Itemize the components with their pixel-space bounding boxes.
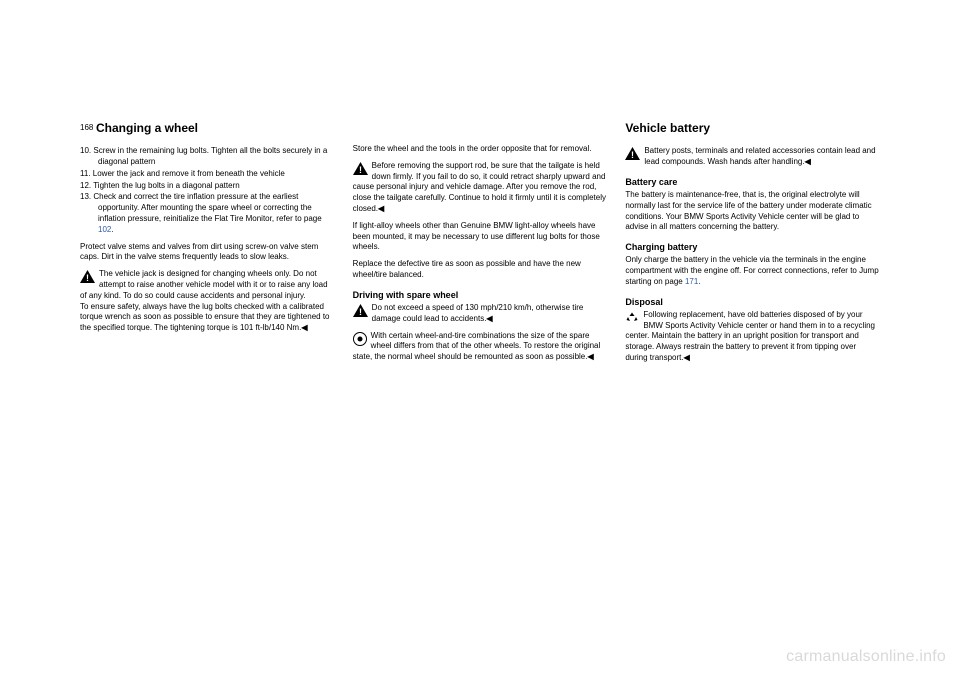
column-3: Vehicle battery ! Battery posts, termina… [625,120,880,370]
svg-text:!: ! [631,150,634,160]
steps-list: 10. Screw in the remaining lug bolts. Ti… [80,146,335,235]
end-mark: ◀ [684,353,690,362]
support-rod-warning: ! Before removing the support rod, be su… [353,161,608,215]
replace-tire-note: Replace the defective tire as soon as po… [353,259,608,281]
page-content: Changing a wheel 10. Screw in the remain… [0,0,960,410]
battery-care-heading: Battery care [625,176,880,188]
charging-battery-text: Only charge the battery in the vehicle v… [625,255,880,287]
end-mark: ◀ [378,204,384,213]
step-12: 12. Tighten the lug bolts in a diagonal … [80,181,335,192]
end-mark: ◀ [486,314,492,323]
disposal-heading: Disposal [625,296,880,308]
warning-icon: ! [353,162,368,175]
svg-text:!: ! [359,165,362,175]
end-mark: ◀ [587,352,593,361]
end-mark: ◀ [805,157,811,166]
page-link-171: 171 [685,277,698,286]
speed-warning: ! Do not exceed a speed of 130 mph/210 k… [353,303,608,325]
page-link-102: 102 [98,225,111,234]
battery-care-text: The battery is maintenance-free, that is… [625,190,880,233]
column-2: Store the wheel and the tools in the ord… [353,120,608,370]
svg-text:!: ! [359,307,362,317]
wheel-combination-info: With certain wheel-and-tire combinations… [353,331,608,363]
warning-icon: ! [80,270,95,283]
warning-icon: ! [625,147,640,160]
jack-warning: ! The vehicle jack is designed for chang… [80,269,335,334]
end-mark: ◀ [301,323,307,332]
store-wheel-note: Store the wheel and the tools in the ord… [353,144,608,155]
alloy-wheels-note: If light-alloy wheels other than Genuine… [353,221,608,253]
warning-icon: ! [353,304,368,317]
charging-battery-heading: Charging battery [625,241,880,253]
step-11: 11. Lower the jack and remove it from be… [80,169,335,180]
step-13: 13. Check and correct the tire inflation… [80,192,335,235]
info-icon [353,332,367,346]
page-number: 168 [80,123,93,132]
heading-vehicle-battery: Vehicle battery [625,120,880,136]
disposal-text: Following replacement, have old batterie… [625,310,880,364]
svg-text:!: ! [86,273,89,283]
valve-stems-note: Protect valve stems and valves from dirt… [80,242,335,264]
step-10: 10. Screw in the remaining lug bolts. Ti… [80,146,335,168]
battery-lead-warning: ! Battery posts, terminals and related a… [625,146,880,168]
column-1: Changing a wheel 10. Screw in the remain… [80,120,335,370]
recycle-icon [625,311,639,325]
watermark: carmanualsonline.info [786,648,946,666]
spare-wheel-heading: Driving with spare wheel [353,289,608,301]
heading-changing-wheel: Changing a wheel [96,120,335,136]
